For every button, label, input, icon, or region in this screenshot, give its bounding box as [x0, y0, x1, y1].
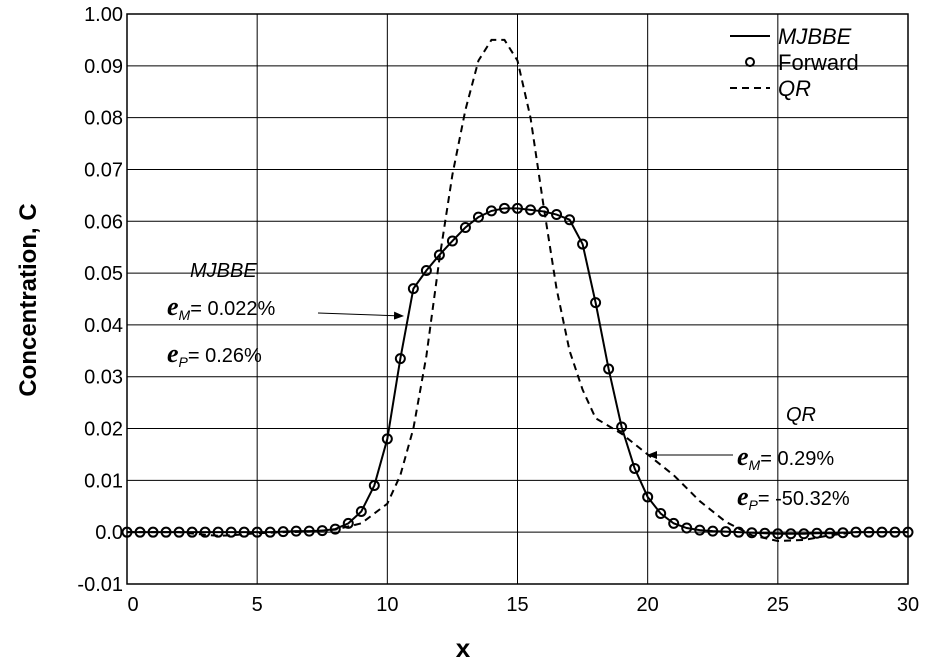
annotation: eP= 0.26% [167, 339, 262, 370]
data-point [785, 528, 797, 540]
y-tick-label: 0.01 [84, 470, 123, 492]
x-tick-label: 30 [897, 594, 919, 616]
data-point [355, 505, 367, 517]
y-tick-label: 0.07 [84, 159, 123, 181]
y-tick-label: 0.02 [84, 419, 123, 441]
y-tick-label: 0.09 [84, 56, 123, 78]
x-tick-label: 20 [637, 594, 659, 616]
data-point [746, 527, 758, 539]
annotation-subscript: M [749, 457, 761, 473]
data-point [498, 202, 510, 214]
annotation: eM= 0.29% [737, 442, 834, 473]
data-point [316, 525, 328, 537]
data-point [173, 526, 185, 538]
annotation-text: = 0.022% [190, 298, 275, 320]
data-point [446, 235, 458, 247]
annotation-symbol: e [167, 292, 179, 321]
data-point [551, 209, 563, 221]
x-tick-label: 15 [506, 594, 528, 616]
y-tick-label: 1.00 [84, 4, 123, 26]
plot-frame [126, 13, 909, 585]
data-point [238, 526, 250, 538]
data-point [694, 524, 706, 536]
data-point [655, 508, 667, 520]
data-point [368, 480, 380, 492]
annotation: QR [786, 404, 816, 426]
data-point [876, 526, 888, 538]
data-point [303, 525, 315, 537]
legend-label: Forward [778, 50, 859, 75]
data-point [642, 491, 654, 503]
annotation-subscript: P [749, 497, 759, 513]
annotation-symbol: e [737, 482, 749, 511]
annotation-text: = 0.26% [188, 345, 262, 367]
data-point [616, 421, 628, 433]
x-axis-title: x [456, 633, 471, 663]
annotation-symbol: e [167, 339, 179, 368]
data-point [342, 517, 354, 529]
data-point [525, 204, 537, 216]
y-tick-label: 0.06 [84, 211, 123, 233]
data-point [394, 353, 406, 365]
data-point [160, 526, 172, 538]
data-point [889, 526, 901, 538]
data-point [485, 205, 497, 217]
y-tick-label: 0.04 [84, 315, 123, 337]
legend-marker [745, 57, 755, 67]
annotation-arrow [317, 311, 404, 320]
y-tick-label: 0.0 [95, 522, 123, 544]
data-point [420, 265, 432, 276]
data-point [472, 211, 484, 223]
data-point [824, 527, 836, 539]
annotation: eM= 0.022% [167, 292, 276, 323]
data-point [577, 238, 589, 250]
data-point [707, 525, 719, 537]
series-line [127, 38, 908, 542]
data-point [564, 214, 576, 226]
data-point [720, 526, 732, 538]
data-point [381, 433, 393, 445]
y-tick-label: 0.08 [84, 108, 123, 130]
x-tick-label: 25 [767, 594, 789, 616]
annotation-text: = -50.32% [758, 488, 850, 510]
x-tick-label: 5 [252, 594, 263, 616]
series-line [127, 207, 908, 535]
data-point [199, 526, 211, 538]
y-tick-label: 0.05 [84, 263, 123, 285]
data-point [459, 221, 471, 233]
annotation-symbol: e [737, 442, 749, 471]
annotation: eP= -50.32% [737, 482, 850, 513]
annotation-subscript: P [179, 354, 189, 370]
y-tick-label: -0.01 [77, 574, 123, 596]
x-tick-label: 0 [127, 594, 138, 616]
data-point [603, 363, 615, 375]
data-point [811, 527, 823, 539]
data-point [772, 528, 784, 540]
annotation-subscript: M [179, 307, 191, 323]
data-point [668, 517, 680, 529]
data-point [225, 526, 237, 538]
annotation-text: = 0.29% [760, 448, 834, 470]
y-axis-title: Concentration, C [15, 203, 42, 396]
legend-label: MJBBE [778, 24, 852, 49]
y-tick-label: 0.03 [84, 367, 123, 389]
data-point [798, 528, 810, 540]
data-point [512, 202, 523, 214]
data-point [590, 297, 602, 309]
annotation: MJBBE [190, 260, 257, 282]
data-point [538, 205, 550, 217]
data-point [407, 283, 419, 295]
legend-label: QR [778, 76, 811, 101]
x-tick-label: 10 [376, 594, 398, 616]
data-point [629, 462, 641, 474]
data-point [212, 526, 224, 538]
data-point [681, 522, 693, 534]
